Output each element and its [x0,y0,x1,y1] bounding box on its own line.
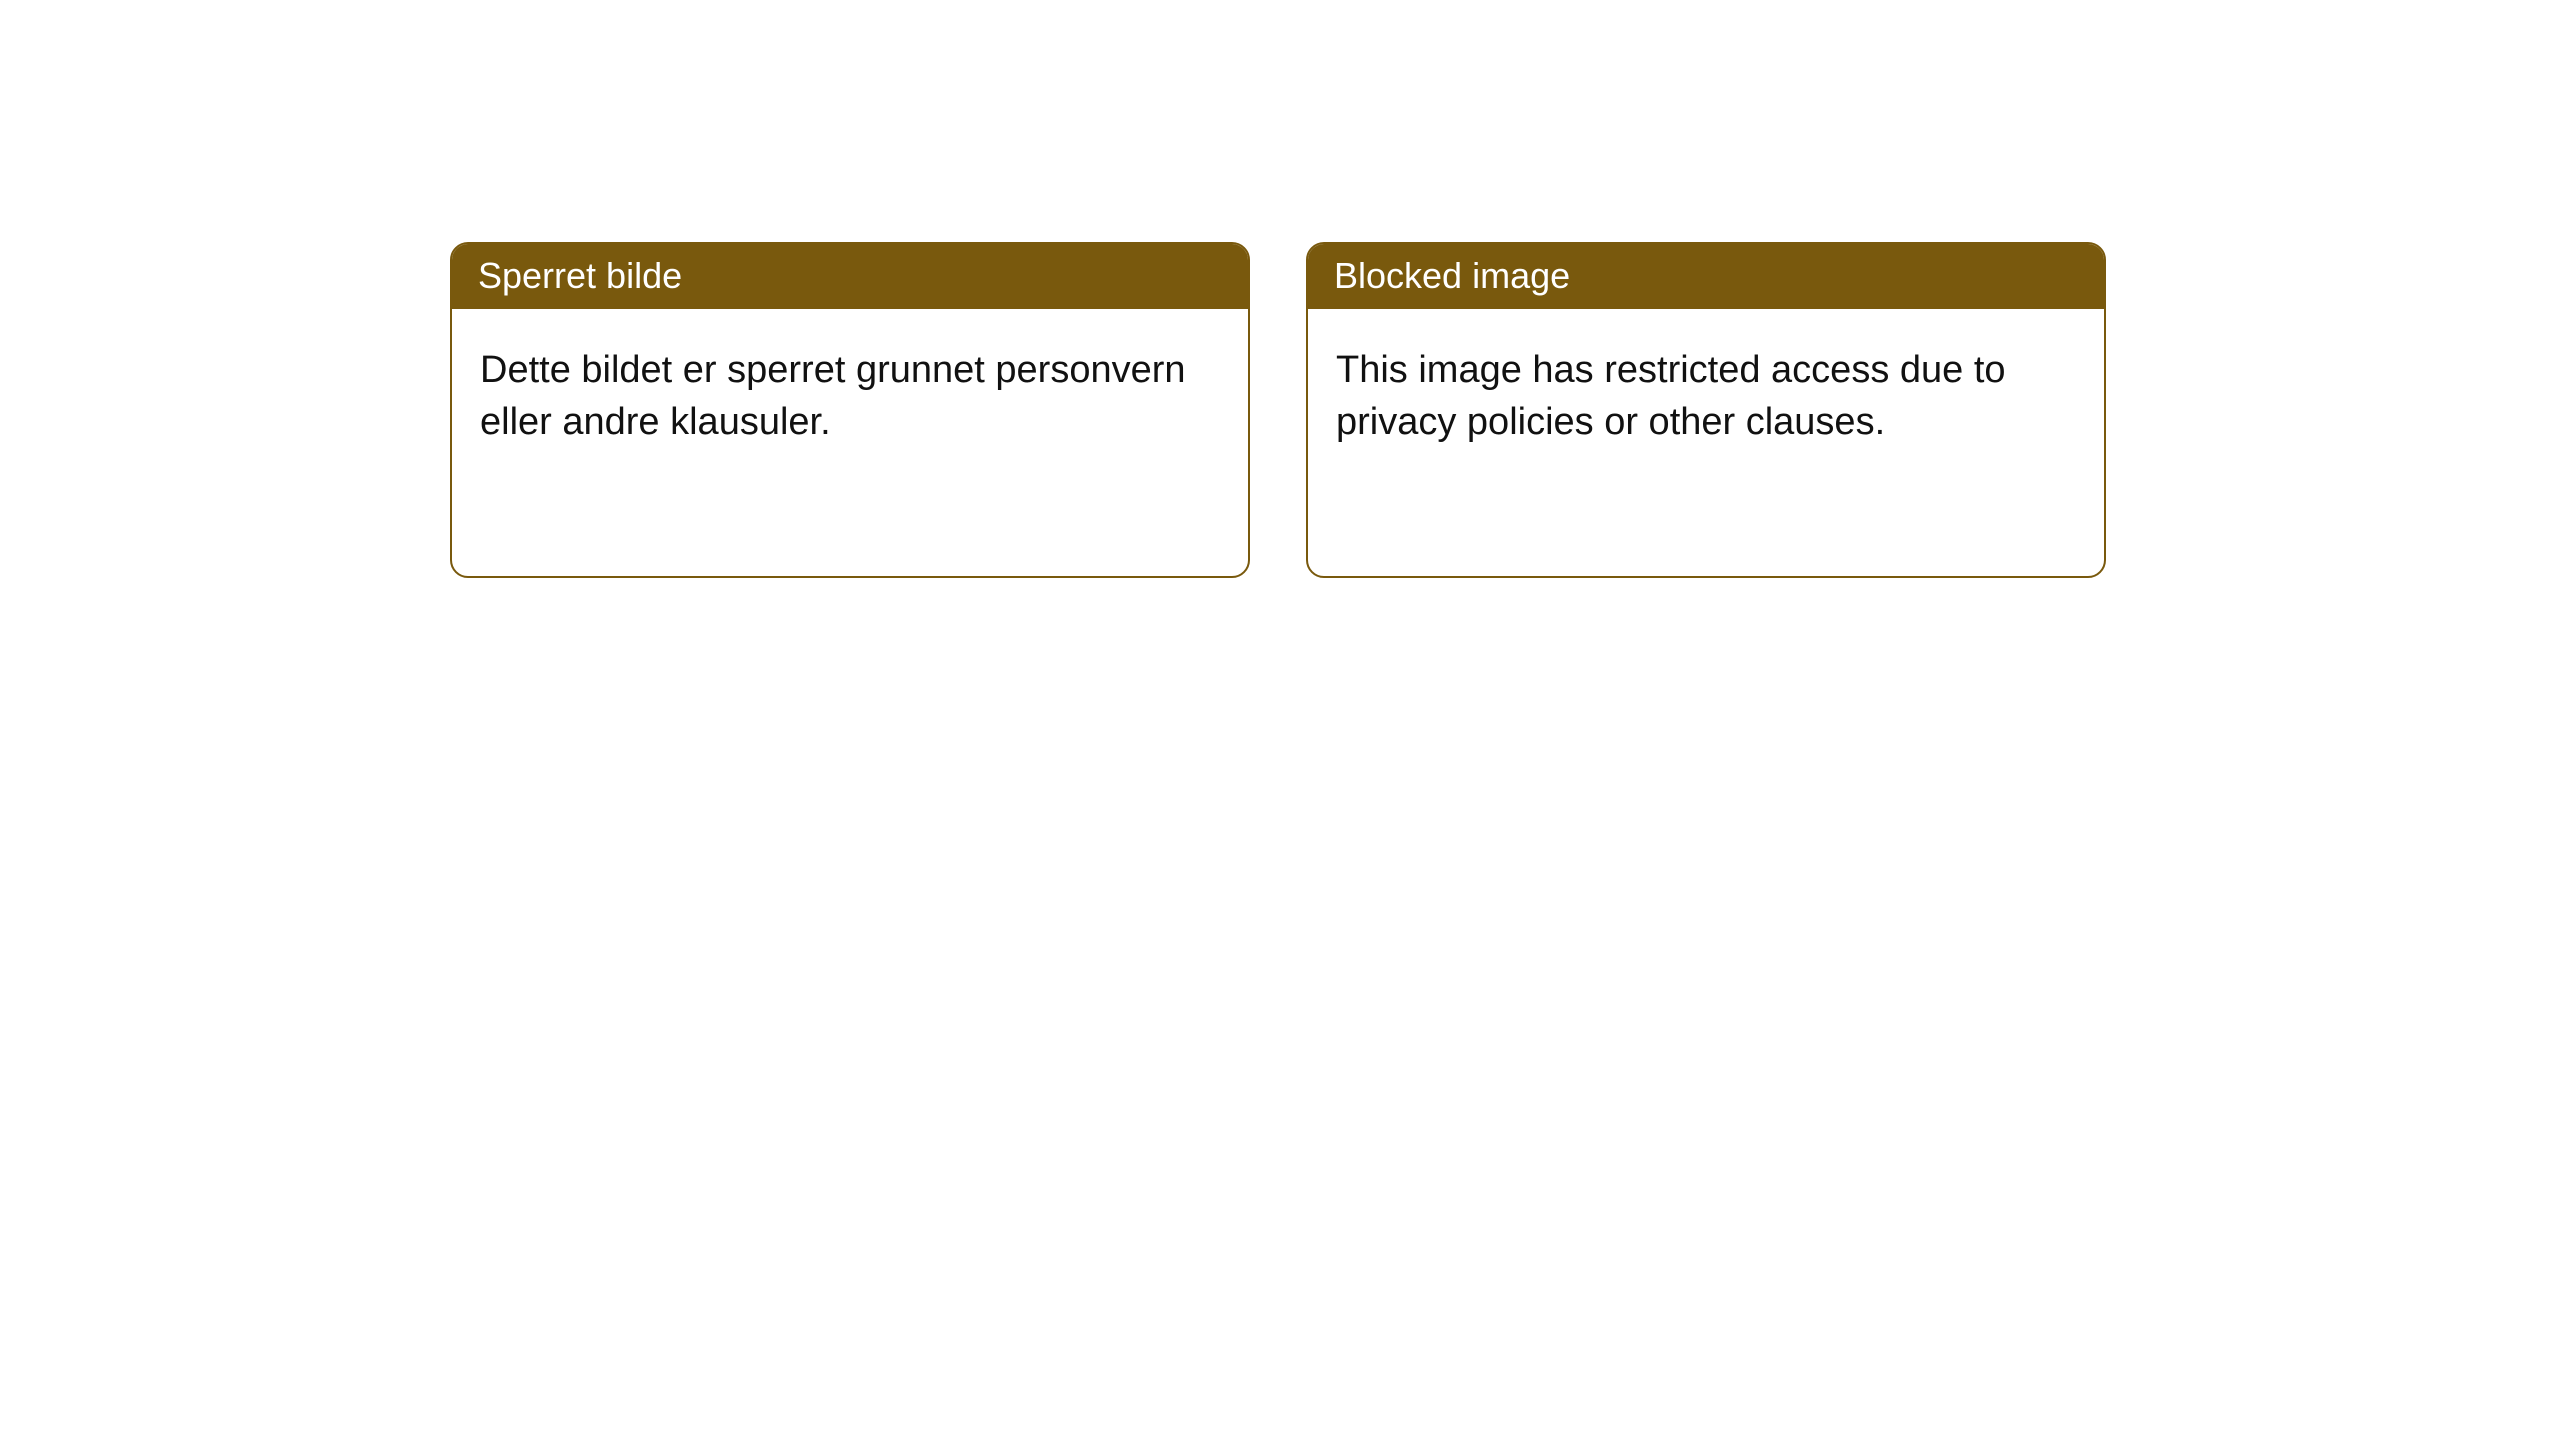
card-title-norwegian: Sperret bilde [452,244,1248,309]
card-title-english: Blocked image [1308,244,2104,309]
card-body-norwegian: Dette bildet er sperret grunnet personve… [452,309,1248,476]
blocked-image-card-english: Blocked image This image has restricted … [1306,242,2106,578]
blocked-image-card-norwegian: Sperret bilde Dette bildet er sperret gr… [450,242,1250,578]
card-body-english: This image has restricted access due to … [1308,309,2104,476]
notice-container: Sperret bilde Dette bildet er sperret gr… [0,0,2560,578]
